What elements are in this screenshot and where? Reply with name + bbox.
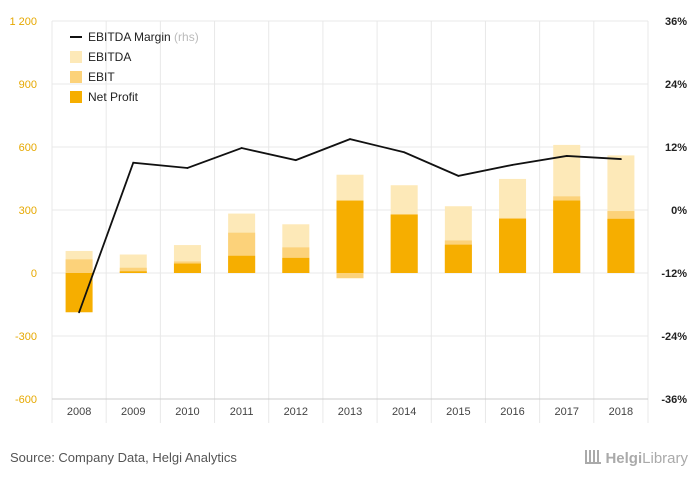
line-point: [294, 159, 297, 162]
y-right-tick-label: -36%: [661, 394, 687, 406]
y-left-tick-label: 1 200: [9, 16, 37, 28]
x-tick-label: 2017: [554, 406, 578, 418]
line-point: [78, 311, 80, 314]
x-tick-label: 2015: [446, 406, 470, 418]
x-tick-label: 2018: [609, 406, 633, 418]
legend-rhs-note: (rhs): [174, 30, 199, 44]
x-tick-label: 2014: [392, 406, 416, 418]
line-point: [403, 151, 406, 154]
bar-net-profit: [119, 271, 147, 273]
logo-mark-icon: [585, 450, 602, 464]
line-point: [565, 155, 568, 157]
legend-label: EBITDA: [88, 50, 131, 64]
y-right-tick-label: 12%: [665, 142, 687, 154]
x-tick-label: 2012: [284, 406, 308, 418]
line-point: [457, 174, 460, 177]
gridlines: [51, 20, 649, 423]
x-tick-label: 2009: [121, 406, 145, 418]
ebitda-margin-line: [78, 138, 622, 314]
y-right-tick-label: 24%: [665, 79, 687, 91]
bar-net-profit: [553, 200, 581, 273]
y-left-tick-label: 300: [19, 205, 37, 217]
x-tick-label: 2016: [500, 406, 524, 418]
y-left-tick-label: 600: [19, 142, 37, 154]
bar-ebit: [119, 267, 147, 273]
y-left-tick-label: -300: [15, 331, 37, 343]
bar-net-profit: [607, 218, 635, 273]
source-note: Source: Company Data, Helgi Analytics: [10, 450, 237, 465]
line-point: [349, 138, 351, 141]
bar-net-profit: [228, 255, 256, 273]
legend-label: EBIT: [88, 70, 115, 84]
x-tick-label: 2010: [175, 406, 199, 418]
bar-net-profit: [173, 263, 201, 273]
y-left-tick-label: -600: [15, 394, 37, 406]
bar-net-profit: [336, 200, 364, 273]
legend: EBITDA Margin (rhs) EBITDA EBIT Net Profit: [70, 30, 199, 104]
legend-swatch: [70, 51, 82, 63]
x-tick-label: 2011: [230, 406, 254, 418]
y-left-tick-label: 0: [31, 268, 37, 280]
line-point: [620, 158, 622, 160]
x-tick-label: 2008: [67, 406, 91, 418]
y-right-tick-label: 0%: [671, 205, 687, 217]
legend-swatch: [70, 91, 82, 103]
bar-ebit: [336, 273, 364, 279]
line-point: [240, 147, 243, 149]
line-point: [186, 167, 189, 169]
axes: -600 -300 0 300 600 900 1 200 -36% -24% -12% 0% 12%…: [9, 16, 687, 418]
logo-text-2: Library: [642, 450, 688, 467]
bar-net-profit: [499, 218, 527, 273]
line-point: [132, 161, 135, 164]
line-point: [511, 163, 514, 166]
bar-net-profit: [282, 257, 310, 273]
y-right-tick-label: 36%: [665, 16, 687, 28]
x-tick-label: 2013: [338, 406, 362, 418]
bars: [65, 144, 635, 313]
bar-ebit: [65, 259, 93, 273]
logo-text: Helgi: [605, 450, 643, 467]
y-right-tick-label: -12%: [661, 268, 687, 280]
bar-net-profit: [65, 273, 93, 313]
y-right-tick-label: -24%: [661, 331, 687, 343]
chart: -600 -300 0 300 600 900 1 200 -36% -24% -12% 0% 12%…: [9, 16, 687, 423]
bar-net-profit: [444, 244, 472, 273]
legend-label: EBITDA Margin (rhs): [88, 30, 199, 44]
legend-label: Net Profit: [88, 90, 139, 104]
y-left-tick-label: 900: [19, 79, 37, 91]
legend-swatch: [70, 71, 82, 83]
helgi-library-logo: HelgiLibrary: [585, 449, 688, 467]
bar-net-profit: [390, 214, 418, 273]
